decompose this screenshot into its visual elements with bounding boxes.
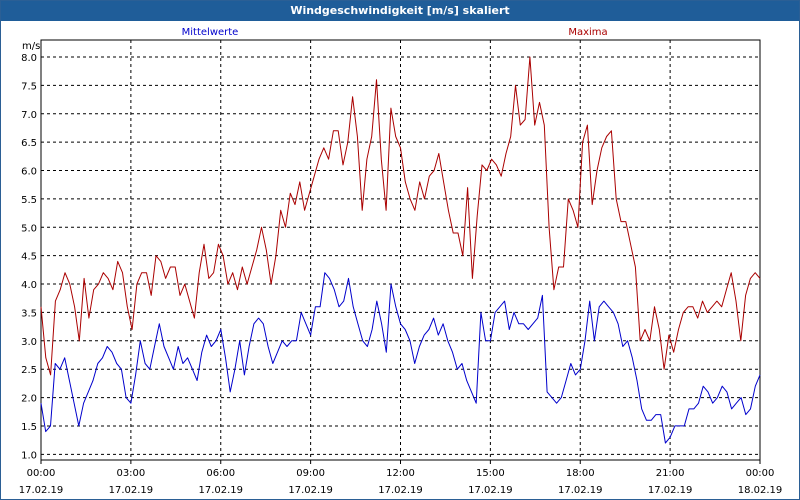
x-tick-date: 17.02.19 (648, 485, 693, 496)
y-tick-label: 5.5 (21, 195, 37, 206)
y-tick-label: 6.0 (21, 167, 37, 178)
y-tick-label: 2.5 (21, 365, 37, 376)
legend-mittelwerte: Mittelwerte (182, 27, 239, 38)
series-line-maxima (40, 56, 761, 376)
y-tick-label: 1.5 (21, 422, 37, 433)
y-tick-label: 3.5 (21, 308, 37, 319)
legend-maxima: Maxima (568, 27, 607, 38)
x-tick-date: 18.02.19 (738, 485, 783, 496)
x-tick-time: 00:00 (746, 468, 775, 479)
x-tick-date: 17.02.19 (198, 485, 243, 496)
x-tick-date: 17.02.19 (109, 485, 154, 496)
x-tick-time: 15:00 (476, 468, 505, 479)
y-tick-label: 7.0 (21, 110, 37, 121)
x-tick-time: 12:00 (386, 468, 415, 479)
y-tick-label: 3.0 (21, 337, 37, 348)
y-tick-label: 2.0 (21, 394, 37, 405)
x-tick-time: 06:00 (206, 468, 235, 479)
x-tick-date: 17.02.19 (288, 485, 333, 496)
series-line-mittelwerte (40, 272, 761, 444)
y-tick-label: 4.0 (21, 280, 37, 291)
x-tick-time: 09:00 (296, 468, 325, 479)
window-title: Windgeschwindigkeit [m/s] skaliert (1, 1, 799, 21)
x-tick-date: 17.02.19 (468, 485, 513, 496)
y-tick-label: 1.0 (21, 450, 37, 461)
y-tick-label: 7.5 (21, 81, 37, 92)
x-tick-date: 17.02.19 (19, 485, 64, 496)
y-tick-label: 8.0 (21, 53, 37, 64)
y-tick-label: 6.5 (21, 138, 37, 149)
x-tick-time: 18:00 (566, 468, 595, 479)
y-tick-label: 5.0 (21, 223, 37, 234)
x-tick-date: 17.02.19 (378, 485, 423, 496)
y-tick-label: 4.5 (21, 252, 37, 263)
x-tick-time: 21:00 (656, 468, 685, 479)
x-tick-time: 03:00 (116, 468, 145, 479)
x-tick-time: 00:00 (27, 468, 56, 479)
x-tick-date: 17.02.19 (558, 485, 603, 496)
y-axis-label: m/s (22, 41, 40, 52)
